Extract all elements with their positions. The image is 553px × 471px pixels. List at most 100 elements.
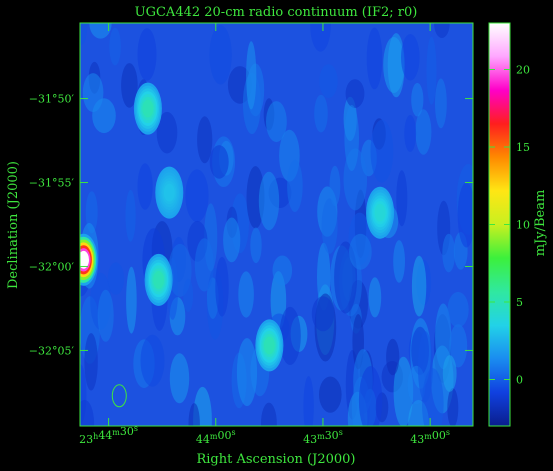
colorbar-tick-label: 10 [516, 219, 530, 232]
noise-blob [435, 78, 447, 129]
noise-blob [319, 376, 342, 413]
x-axis: 23h44m30s 44m00s 43m30s 43m00s [79, 23, 450, 446]
x-tick-label: 43m30s [303, 428, 343, 446]
noise-blob [238, 271, 254, 318]
noise-blob [169, 353, 190, 404]
noise-blob [266, 101, 287, 143]
noise-blob [457, 182, 473, 248]
noise-blob [236, 338, 258, 407]
map-noise [80, 23, 473, 426]
plot-frame [79, 22, 474, 427]
noise-blob [442, 355, 457, 392]
noise-blob [250, 227, 262, 264]
noise-blob [349, 233, 372, 270]
x-axis-title: Right Ascension (J2000) [196, 452, 355, 467]
noise-blob [209, 145, 229, 179]
noise-blob [447, 291, 469, 328]
noise-blob [84, 333, 98, 391]
noise-blob [215, 256, 229, 317]
noise-blob [107, 262, 125, 295]
noise-blob [185, 169, 209, 222]
noise-blob [368, 277, 382, 318]
map-sources [80, 82, 395, 372]
noise-blob [411, 255, 427, 317]
noise-blob [109, 27, 121, 66]
colorbar-tick-label: 5 [516, 296, 523, 309]
noise-blob [393, 356, 414, 426]
y-tick-label: −32°05′ [29, 344, 75, 357]
x-tick-label: 23h44m30s [79, 424, 138, 446]
noise-blob [246, 41, 257, 110]
noise-blob [261, 402, 277, 426]
colorbar-tick-label: 20 [516, 64, 530, 77]
noise-blob [197, 116, 213, 164]
x-tick-label: 43m00s [410, 428, 450, 446]
source-contour [142, 99, 154, 118]
noise-blob [442, 233, 456, 273]
noise-blob [366, 27, 383, 90]
noise-blob [396, 170, 408, 227]
noise-blob [137, 163, 153, 210]
noise-blob [447, 388, 459, 426]
noise-blob [125, 189, 136, 242]
noise-blob [97, 289, 114, 342]
noise-blob [209, 25, 232, 85]
source-contour [374, 203, 386, 222]
noise-blob [279, 306, 301, 365]
noise-blob [80, 399, 95, 426]
noise-blob [183, 278, 194, 312]
noise-blob [303, 376, 314, 426]
noise-blob [435, 303, 452, 370]
noise-blob [156, 111, 178, 154]
noise-blob [311, 296, 335, 332]
x-tick-label: 44m00s [196, 428, 236, 446]
noise-blob [370, 119, 394, 183]
colorbar-label: mJy/Beam [533, 190, 548, 257]
y-axis-title: Declination (J2000) [6, 161, 21, 289]
noise-blob [258, 171, 280, 231]
noise-blob [387, 33, 405, 98]
noise-blob [314, 94, 328, 133]
noise-blob [140, 334, 165, 387]
noise-blob [194, 238, 214, 292]
noise-blob [188, 403, 200, 426]
noise-blob [137, 28, 157, 81]
noise-blob [401, 34, 420, 81]
noise-blob [393, 240, 405, 283]
noise-blob [321, 198, 338, 254]
y-tick-label: −31°50′ [29, 93, 75, 106]
chart-title: UGCA442 20-cm radio continuum (IF2; r0) [135, 5, 418, 20]
noise-blob [426, 36, 437, 105]
noise-blob [80, 23, 88, 45]
noise-blob [272, 255, 293, 286]
beam-ellipse [111, 384, 127, 408]
colorbar-tick-label: 0 [516, 374, 523, 387]
noise-blob [404, 115, 417, 152]
noise-blob [345, 79, 365, 108]
noise-blob [89, 23, 112, 39]
noise-blob [121, 63, 138, 108]
noise-blob [287, 159, 303, 212]
noise-blob [449, 324, 468, 368]
noise-blob [417, 331, 433, 403]
y-tick-label: −31°55′ [29, 177, 75, 190]
source-contour [163, 183, 175, 202]
noise-blob [85, 191, 98, 234]
colorbar-axis: 0 5 10 15 20 [489, 64, 530, 387]
noise-blob [434, 23, 450, 38]
source-contour [153, 271, 165, 289]
y-axis: −31°50′ −31°55′ −32°00′ −32°05′ [29, 93, 473, 357]
source-contour [264, 336, 275, 355]
noise-blob [310, 23, 331, 52]
noise-blob [223, 217, 241, 263]
source-contour [80, 250, 89, 269]
noise-blob [344, 105, 360, 171]
y-tick-label: −32°00′ [29, 260, 75, 273]
colorbar [489, 23, 510, 426]
noise-blob [82, 73, 104, 113]
noise-blob [319, 64, 338, 99]
colorbar-tick-label: 15 [516, 141, 530, 154]
noise-blob [126, 266, 137, 334]
noise-blob [386, 338, 400, 376]
